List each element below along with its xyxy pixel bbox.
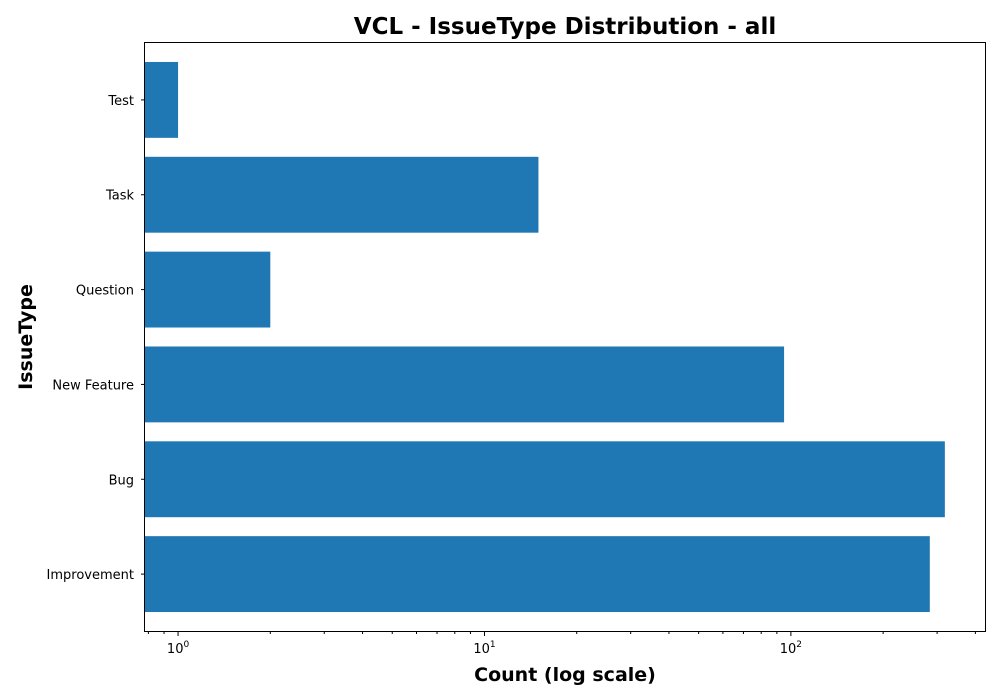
x-tick-label-2: 102 [780,640,802,657]
x-axis-label: Count (log scale) [474,664,656,686]
bar-improvement [145,536,930,613]
x-axis-ticks: 100 101 102 [147,631,976,657]
y-tick-label-improvement: Improvement [47,568,134,583]
bar-test [145,61,179,138]
y-tick-label-new-feature: New Feature [52,378,134,393]
y-tick-label-task: Task [105,189,135,204]
bar-bug [145,441,945,518]
x-tick-label-1: 101 [473,640,495,657]
plot-frame [144,42,986,632]
y-axis-label: IssueType [15,284,37,390]
bar-new-feature [145,346,785,423]
chart-title: VCL - IssueType Distribution - all [354,14,776,40]
x-tick-label-0: 100 [167,640,190,657]
bar-task [145,156,539,233]
y-tick-label-bug: Bug [109,473,134,488]
y-tick-label-question: Question [76,284,134,299]
bars-group [145,61,945,613]
y-tick-label-test: Test [107,94,134,109]
bar-question [145,251,271,328]
y-axis-ticks: Improvement Bug New Feature Question Task Tes… [47,94,145,583]
